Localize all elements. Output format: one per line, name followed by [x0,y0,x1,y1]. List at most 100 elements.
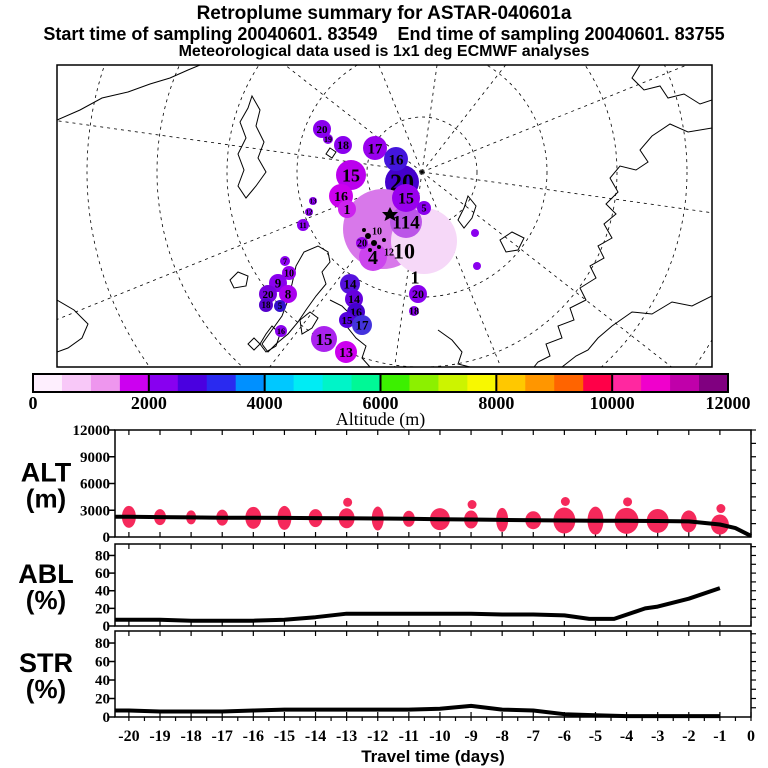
x-tick-label: -15 [274,728,295,745]
plume-bubble [282,266,296,280]
colorbar-segment [467,374,497,392]
colorbar-tick-label: 8000 [478,393,514,413]
x-tick-label: -8 [495,728,508,745]
meridian-line [421,65,438,173]
y-tick-label: 12000 [73,423,111,439]
colorbar-segment [496,374,526,392]
plume-bubble [409,285,427,303]
plume-bubble [336,160,366,190]
colorbar-segment [351,374,381,392]
x-tick-label: -3 [651,728,664,745]
map-border [56,64,713,368]
str-data-line [114,703,720,719]
coastline [533,123,712,367]
y-tick-label: 40 [95,673,110,689]
trajectory-dot [377,245,381,249]
plume-day-label: 10 [284,269,294,280]
plume-bubble [340,274,360,294]
plume-day-label: 16 [277,327,285,336]
plume-day-label: 5 [278,301,283,311]
coastline [247,337,261,351]
colorbar-segment [264,374,295,392]
coastline [499,231,525,253]
altitude-colorbar: 0 2000 4000 6000 8000 10000 12000 Altitude (m) [29,373,751,430]
y-tick-label: 0 [103,530,111,546]
coastline [329,299,371,367]
plume-bubble [274,300,286,312]
plume-day-label: 18 [337,138,349,152]
colorbar-segment [148,374,179,392]
x-tick-label: -9 [464,728,477,745]
latitude-circle [86,65,712,367]
trajectory-dot [371,240,377,246]
y-tick-label: 80 [95,548,110,564]
plume-day-label: 20 [357,239,367,250]
x-tick-label: -1 [713,728,726,745]
meridian-line [421,65,507,173]
plume-bubble [473,262,481,270]
plume-day-label: 15 [342,315,354,327]
coastline [631,65,712,105]
particle-cloud-dot [560,497,570,507]
colorbar-segment [409,374,439,392]
plume-day-label: 18 [409,307,419,318]
colorbar-segment [438,374,468,392]
x-tick-label: -12 [367,728,388,745]
colorbar-segment [293,374,324,392]
trajectory-dot [382,238,386,242]
panel-border [114,543,752,627]
plume-bubble [259,298,273,312]
colorbar-segment [670,374,700,392]
abl-data-line [114,586,721,623]
plume-day-label: 18 [262,300,272,310]
coastline [261,245,331,353]
overlap-day-label: 1 [411,267,420,287]
y-tick-label: 40 [95,584,110,600]
y-tick-label: 60 [95,655,110,671]
x-tick-label: -14 [305,728,326,745]
overlap-day-label: 10 [393,239,415,264]
plume-bubble [334,136,352,154]
y-tick-label: 20 [95,601,110,617]
plume-day-label: 13 [310,197,318,205]
plume-day-label: 16 [389,152,405,168]
overlap-day-label: 10 [372,227,382,238]
alt-panel: 0 3000 6000 9000 12000 ALT(m) [21,423,756,546]
meridian-line [421,171,712,214]
x-tick-label: -19 [149,728,170,745]
colorbar-segment [612,374,642,392]
plume-day-label: 20 [263,289,275,301]
str-panel: 0 20 40 60 80 STR(%) [19,630,756,726]
coastline [299,311,319,335]
plume-bubble [338,200,356,218]
x-tick-label: -5 [589,728,602,745]
plume-bubble [339,312,355,328]
plume-bubble [279,285,297,303]
alt-data-line [114,514,752,538]
coastline [325,147,337,159]
plume-bubble [392,184,420,212]
x-tick-label: -18 [180,728,201,745]
colorbar-border [32,373,729,393]
y-tick-label: 0 [103,710,111,726]
plume-day-label: 15 [398,191,414,208]
x-tick-label: -10 [429,728,450,745]
x-tick-label: 0 [747,728,755,745]
plume-bubble [359,243,387,271]
colorbar-tick-label: 4000 [247,393,283,413]
coastline [437,329,471,367]
figure-title: Retroplume summary for ASTAR-040601a [196,3,572,24]
colorbar-segment [206,374,237,392]
plume-bubble [363,136,387,160]
coastline [57,65,201,121]
plume-day-label: 20 [412,287,424,301]
met-data-line: Meteorological data used is 1x1 deg ECMW… [178,43,590,60]
plume-bubble [280,256,290,266]
plume-day-label: 17 [368,141,384,157]
panel-unit-label: (%) [26,585,66,615]
colorbar-segment [322,374,353,392]
colorbar-tick-label: 10000 [590,393,635,413]
